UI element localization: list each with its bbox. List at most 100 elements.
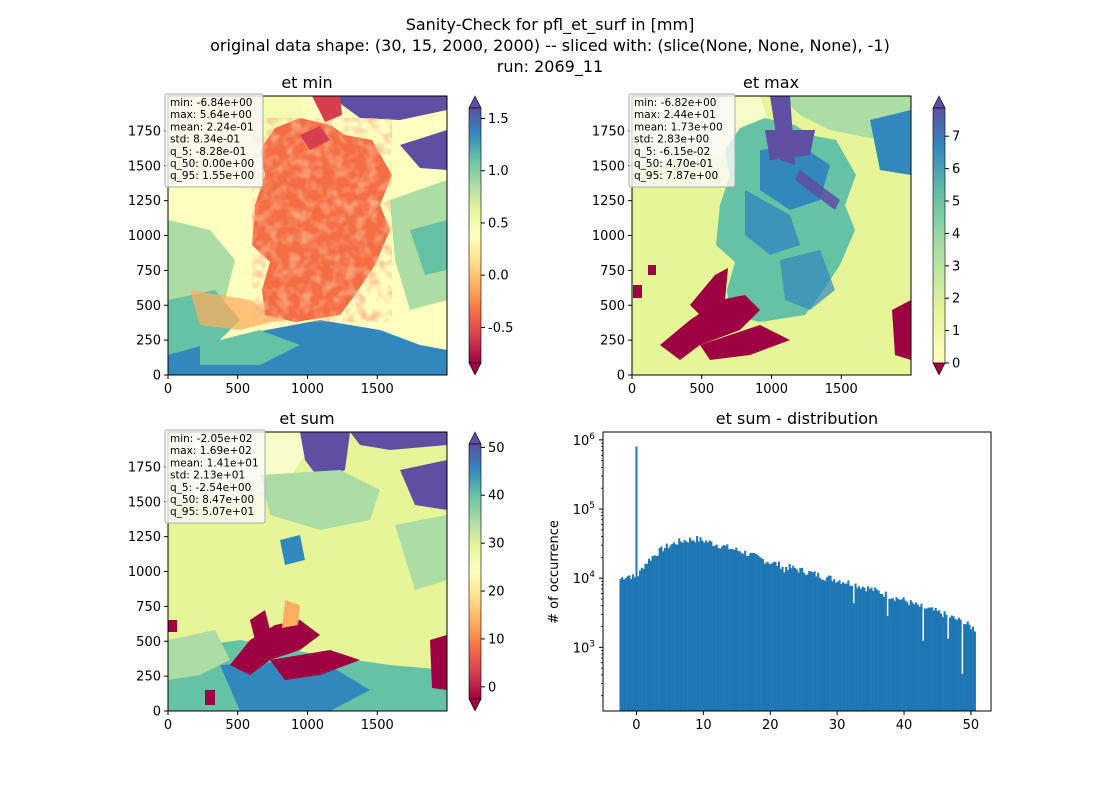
histogram-bar [777, 561, 781, 711]
histogram-bar [936, 611, 939, 711]
histogram-bar [845, 583, 848, 711]
histogram-bar [624, 578, 627, 711]
stats-line: q_50: 4.70e-01 [634, 158, 713, 170]
histogram-bar [950, 615, 953, 711]
histogram-bar [633, 577, 636, 711]
y-tick-label: 1500 [128, 159, 161, 174]
colorbar-tick-label: 0 [488, 680, 496, 695]
histogram-bar [676, 544, 679, 711]
histogram-bar [802, 572, 805, 711]
histogram-bar [879, 593, 882, 711]
histogram-bar [722, 545, 725, 711]
histogram-bar [806, 574, 809, 711]
colorbar-tick-label: 10 [488, 632, 505, 647]
histogram-bar [899, 599, 902, 711]
histogram-bar [927, 607, 930, 711]
y-tick-label: 1500 [128, 495, 161, 510]
histogram-bar [872, 591, 875, 711]
histogram-bar [875, 589, 878, 711]
histogram-bar [934, 608, 937, 711]
histogram-bar [680, 541, 683, 711]
hist-x-tick-label: 50 [963, 718, 980, 733]
histogram-bar [797, 572, 800, 711]
histogram-bar [683, 540, 686, 711]
histogram-bar [630, 579, 633, 711]
histogram-bar [818, 578, 821, 711]
histogram-axes: 0 10 20 30 40 50 103 104 105 106 [573, 432, 979, 733]
histogram-bar [810, 571, 813, 711]
x-tick-label: 500 [225, 718, 250, 733]
histogram-bar [831, 581, 834, 711]
histogram-bar [836, 581, 839, 711]
colorbar-et-sum: 0 10 20 30 40 50 [468, 431, 505, 712]
histogram-bar [660, 546, 663, 711]
histogram-bar [943, 611, 946, 711]
histogram-bar [863, 587, 866, 711]
histogram-bar [760, 557, 763, 711]
stats-line: q_95: 5.07e+01 [170, 506, 254, 518]
hist-y-tick-label: 103 [573, 639, 595, 656]
histogram-bar [640, 567, 643, 711]
x-tick-label: 1500 [361, 382, 394, 397]
y-tick-label: 250 [136, 670, 161, 685]
histogram-bar [945, 614, 948, 711]
colorbar-tick-label: 4 [952, 227, 960, 242]
histogram-bar [829, 575, 832, 711]
histogram-bar [696, 536, 699, 711]
histogram-bar [715, 544, 718, 711]
y-tick-label: 750 [600, 264, 625, 279]
histogram-bar [833, 579, 836, 711]
histogram-bar [712, 545, 715, 711]
hist-y-tick-label: 106 [573, 432, 596, 449]
histogram-bar [941, 617, 944, 711]
histogram-bar [850, 585, 854, 711]
y-tick-label: 1500 [592, 159, 625, 174]
histogram-bar [956, 619, 959, 711]
histogram-bar [662, 551, 665, 711]
y-tick-label: 1000 [128, 565, 161, 580]
histogram-bar [911, 602, 914, 711]
histogram-bar [779, 568, 782, 711]
histogram-bar [786, 570, 789, 711]
y-tick-label: 1250 [128, 194, 161, 209]
x-tick-label: 1000 [755, 382, 788, 397]
histogram-bar [720, 546, 724, 711]
histogram-bar [774, 561, 777, 711]
histogram-bar [963, 624, 966, 711]
histogram-bar [717, 547, 720, 711]
histogram-bar [856, 588, 859, 711]
x-tick-label: 1500 [361, 718, 394, 733]
histogram-bar [895, 597, 898, 711]
stats-line: q_50: 8.47e+00 [170, 494, 254, 506]
histogram-bar [793, 568, 797, 711]
histogram-bar [708, 540, 711, 711]
y-tick-label: 0 [617, 369, 625, 384]
hist-x-tick-label: 20 [762, 718, 779, 733]
histogram-bar [747, 555, 750, 711]
suptitle-line-3: run: 2069_11 [497, 57, 603, 77]
hist-x-tick-label: 0 [632, 718, 640, 733]
colorbar-tick-label: 50 [488, 441, 505, 456]
histogram-bars [619, 446, 976, 711]
histogram-bar [653, 555, 656, 711]
histogram-bar [701, 540, 704, 711]
suptitle-line-1: Sanity-Check for pfl_et_surf in [mm] [406, 15, 695, 35]
histogram-bar [639, 570, 642, 711]
histogram-bar [751, 552, 754, 711]
histogram-bar [745, 556, 748, 711]
histogram-bar [964, 624, 968, 711]
histogram-bar [621, 577, 624, 711]
histogram-bar [792, 565, 795, 711]
stats-line: q_50: 0.00e+00 [170, 158, 254, 170]
histogram-bar [667, 548, 670, 711]
histogram-bar [861, 586, 864, 711]
histogram-peak-bar [635, 446, 638, 711]
histogram-bar [888, 598, 891, 711]
histogram-bar [646, 563, 649, 711]
histogram-bar [692, 540, 695, 711]
histogram-bar [854, 583, 857, 711]
colorbar-tick-label: 5 [952, 194, 960, 209]
histogram-bar [877, 590, 880, 711]
